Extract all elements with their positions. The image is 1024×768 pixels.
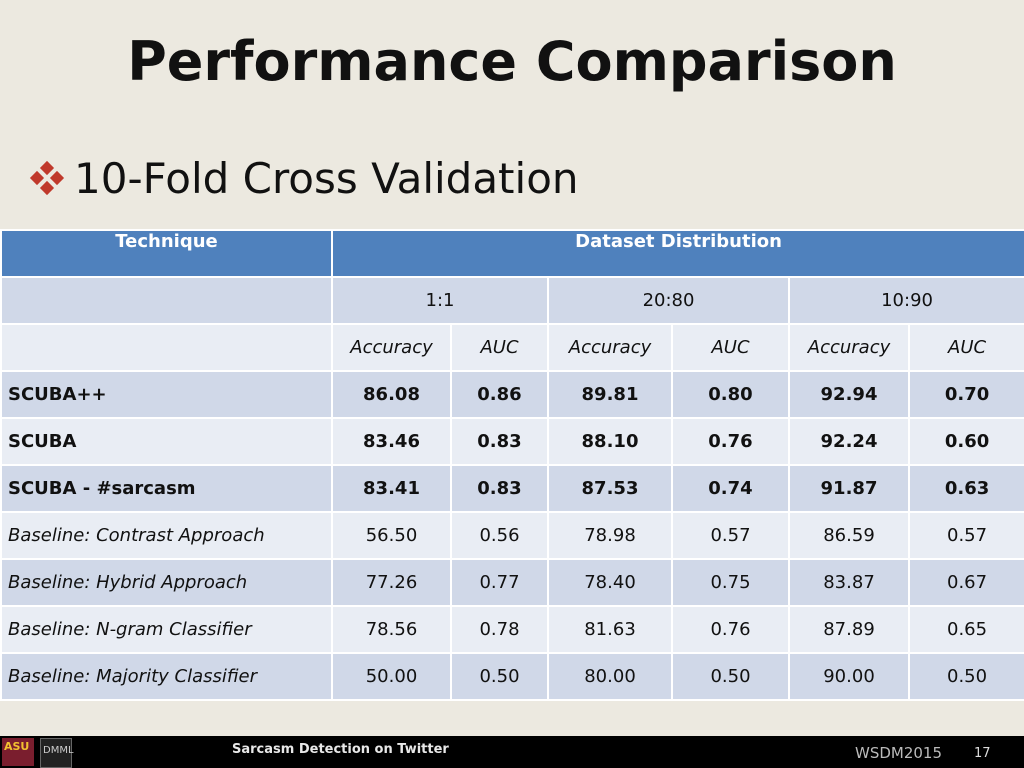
metric-value: 56.50 [331, 511, 452, 560]
metric-value: 0.56 [450, 511, 549, 560]
metric-value: 88.10 [547, 417, 673, 466]
metric-value: 86.59 [788, 511, 910, 560]
metric-value: 83.46 [331, 417, 452, 466]
empty-cell [0, 276, 333, 325]
metric-value: 77.26 [331, 558, 452, 607]
table-body: SCUBA++ 86.08 0.86 89.81 0.80 92.94 0.70 SCUBA 8… [0, 370, 1024, 701]
metric-value: 80.00 [547, 652, 673, 701]
footer-center: Sarcasm Detection on Twitter [222, 736, 782, 768]
ratio-row: 1:1 20:80 10:90 [0, 276, 1024, 325]
metric-row: Accuracy AUC Accuracy AUC Accuracy AUC [0, 323, 1024, 372]
conference-label: WSDM2015 [855, 744, 943, 762]
technique-name: Baseline: N-gram Classifier [0, 605, 333, 654]
technique-name: SCUBA - #sarcasm [0, 464, 333, 513]
metric-value: 87.53 [547, 464, 673, 513]
distribution-header: Dataset Distribution [330, 229, 1024, 278]
metric-value: 0.77 [450, 558, 549, 607]
metric-value: 81.63 [547, 605, 673, 654]
metric-value: 0.76 [671, 605, 790, 654]
ratio-20-80: 20:80 [547, 276, 790, 325]
metric-label: Accuracy [788, 323, 910, 372]
metric-value: 0.57 [671, 511, 790, 560]
metric-value: 0.63 [907, 464, 1024, 513]
metric-label: AUC [450, 323, 549, 372]
metric-label: Accuracy [547, 323, 673, 372]
table-row: Baseline: N-gram Classifier 78.56 0.78 81.6… [0, 605, 1024, 654]
metric-value: 0.86 [450, 370, 549, 419]
metric-value: 92.94 [788, 370, 910, 419]
metric-value: 0.78 [450, 605, 549, 654]
slide-title: Performance Comparison [127, 30, 897, 93]
metric-value: 0.57 [907, 511, 1024, 560]
metric-value: 78.56 [331, 605, 452, 654]
metric-label: AUC [907, 323, 1024, 372]
dmml-logo: DMML [40, 738, 74, 768]
metric-value: 87.89 [788, 605, 910, 654]
asu-logo: ASU [2, 738, 34, 766]
footer-bar: ASU DMML Sarcasm Detection on Twitter WS… [0, 736, 1024, 768]
metric-value: 78.40 [547, 558, 673, 607]
metric-value: 0.80 [671, 370, 790, 419]
table-row: SCUBA - #sarcasm 83.41 0.83 87.53 0.74 91.87 0… [0, 464, 1024, 513]
technique-name: Baseline: Majority Classifier [0, 652, 333, 701]
diamond-bullet-icon [29, 160, 65, 196]
metric-value: 0.50 [450, 652, 549, 701]
table-row: SCUBA 83.46 0.83 88.10 0.76 92.24 0.60 [0, 417, 1024, 466]
table-row: Baseline: Hybrid Approach 77.26 0.77 78.40 0… [0, 558, 1024, 607]
technique-name: Baseline: Hybrid Approach [0, 558, 333, 607]
metric-label: Accuracy [331, 323, 452, 372]
metric-value: 92.24 [788, 417, 910, 466]
metric-value: 0.50 [907, 652, 1024, 701]
metric-value: 0.76 [671, 417, 790, 466]
table-row: SCUBA++ 86.08 0.86 89.81 0.80 92.94 0.70 [0, 370, 1024, 419]
metric-value: 89.81 [547, 370, 673, 419]
metric-value: 0.83 [450, 417, 549, 466]
metric-value: 0.67 [907, 558, 1024, 607]
ratio-10-90: 10:90 [787, 276, 1024, 325]
technique-name: SCUBA++ [0, 370, 333, 419]
technique-name: Baseline: Contrast Approach [0, 511, 333, 560]
metric-value: 0.74 [671, 464, 790, 513]
metric-value: 86.08 [331, 370, 452, 419]
metric-value: 0.60 [907, 417, 1024, 466]
table-header-row: Technique Dataset Distribution [0, 229, 1024, 278]
metric-value: 0.50 [671, 652, 790, 701]
metric-value: 83.41 [331, 464, 452, 513]
metric-value: 0.83 [450, 464, 549, 513]
footer-title: Sarcasm Detection on Twitter [232, 742, 449, 757]
ratio-1-1: 1:1 [331, 276, 549, 325]
page-number: 17 [974, 746, 991, 761]
metric-value: 50.00 [331, 652, 452, 701]
metric-value: 78.98 [547, 511, 673, 560]
metric-label: AUC [671, 323, 790, 372]
table-row: Baseline: Contrast Approach 56.50 0.56 78.9… [0, 511, 1024, 560]
metric-value: 0.70 [907, 370, 1024, 419]
metric-value: 0.65 [907, 605, 1024, 654]
metric-value: 90.00 [788, 652, 910, 701]
bullet-text: 10-Fold Cross Validation [74, 153, 579, 203]
bullet-point: 10-Fold Cross Validation [29, 150, 579, 206]
empty-cell [0, 323, 333, 372]
technique-header: Technique [0, 229, 333, 278]
table-row: Baseline: Majority Classifier 50.00 0.50 80… [0, 652, 1024, 701]
metric-value: 0.75 [671, 558, 790, 607]
metric-value: 91.87 [788, 464, 910, 513]
technique-name: SCUBA [0, 417, 333, 466]
performance-table: Technique Dataset Distribution 1:1 20:80… [0, 229, 1024, 701]
metric-value: 83.87 [788, 558, 910, 607]
